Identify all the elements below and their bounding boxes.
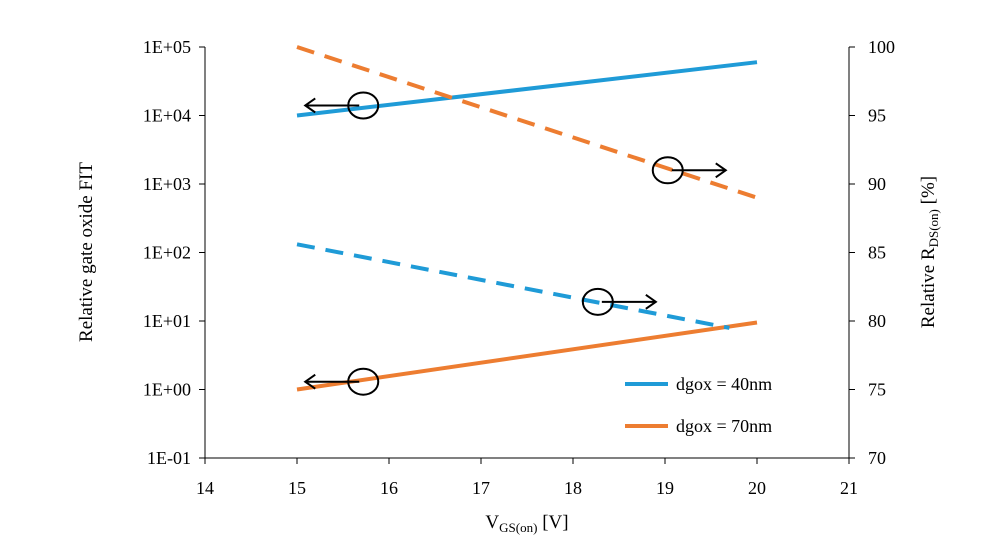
annotation-arrow-head-left	[303, 97, 316, 114]
series-line-fit-40nm	[296, 60, 758, 118]
axes-group: 14 15 16 17 18 19 20 21 1E-01 1E+00 1E+01 1E+02 1E+0…	[143, 37, 895, 498]
legend-label: dgox = 40nm	[676, 374, 772, 394]
series-group	[296, 45, 758, 392]
x-tick-label: 16	[380, 478, 398, 498]
y-left-tick-label: 1E+01	[143, 311, 191, 331]
y-right-tick-label: 75	[868, 380, 886, 400]
series-line-rdson-70nm	[296, 45, 758, 200]
legend: dgox = 40nm dgox = 70nm	[625, 374, 772, 436]
y-left-tick-label: 1E+05	[143, 37, 191, 57]
x-tick-label: 15	[288, 478, 306, 498]
y-axis-left-title: Relative gate oxide FIT	[76, 162, 97, 342]
annotation-arrow-head-right	[645, 294, 658, 310]
y-right-tick-label: 80	[868, 311, 886, 331]
y-right-tick-label: 95	[868, 106, 886, 126]
y-right-tick-label: 100	[868, 37, 895, 57]
x-axis-title: VGS(on) [V]	[485, 512, 568, 535]
y-left-tick-label: 1E-01	[147, 448, 191, 468]
legend-label: dgox = 70nm	[676, 416, 772, 436]
axis-titles: VGS(on) [V] Relative gate oxide FIT Relati…	[76, 162, 941, 535]
annotations-group	[303, 91, 728, 396]
x-tick-label: 17	[472, 478, 490, 498]
x-tick-label: 18	[564, 478, 582, 498]
y-left-tick-label: 1E+00	[143, 380, 191, 400]
x-tick-label: 20	[748, 478, 766, 498]
annotation-arrow-head-left	[303, 373, 316, 390]
y-right-tick-label: 90	[868, 174, 886, 194]
annotation-arrow-head-right	[715, 162, 728, 179]
y-left-tick-label: 1E+03	[143, 174, 191, 194]
x-tick-label: 14	[196, 478, 214, 498]
y-axis-right-title: Relative RDS(on) [%]	[918, 176, 941, 328]
series-line-fit-70nm	[296, 320, 758, 392]
y-left-tick-label: 1E+02	[143, 243, 191, 263]
series-line-rdson-40nm	[296, 242, 730, 330]
y-right-tick-label: 70	[868, 448, 886, 468]
x-tick-label: 21	[840, 478, 858, 498]
y-right-tick-label: 85	[868, 243, 886, 263]
y-left-tick-label: 1E+04	[143, 106, 191, 126]
x-tick-label: 19	[656, 478, 674, 498]
